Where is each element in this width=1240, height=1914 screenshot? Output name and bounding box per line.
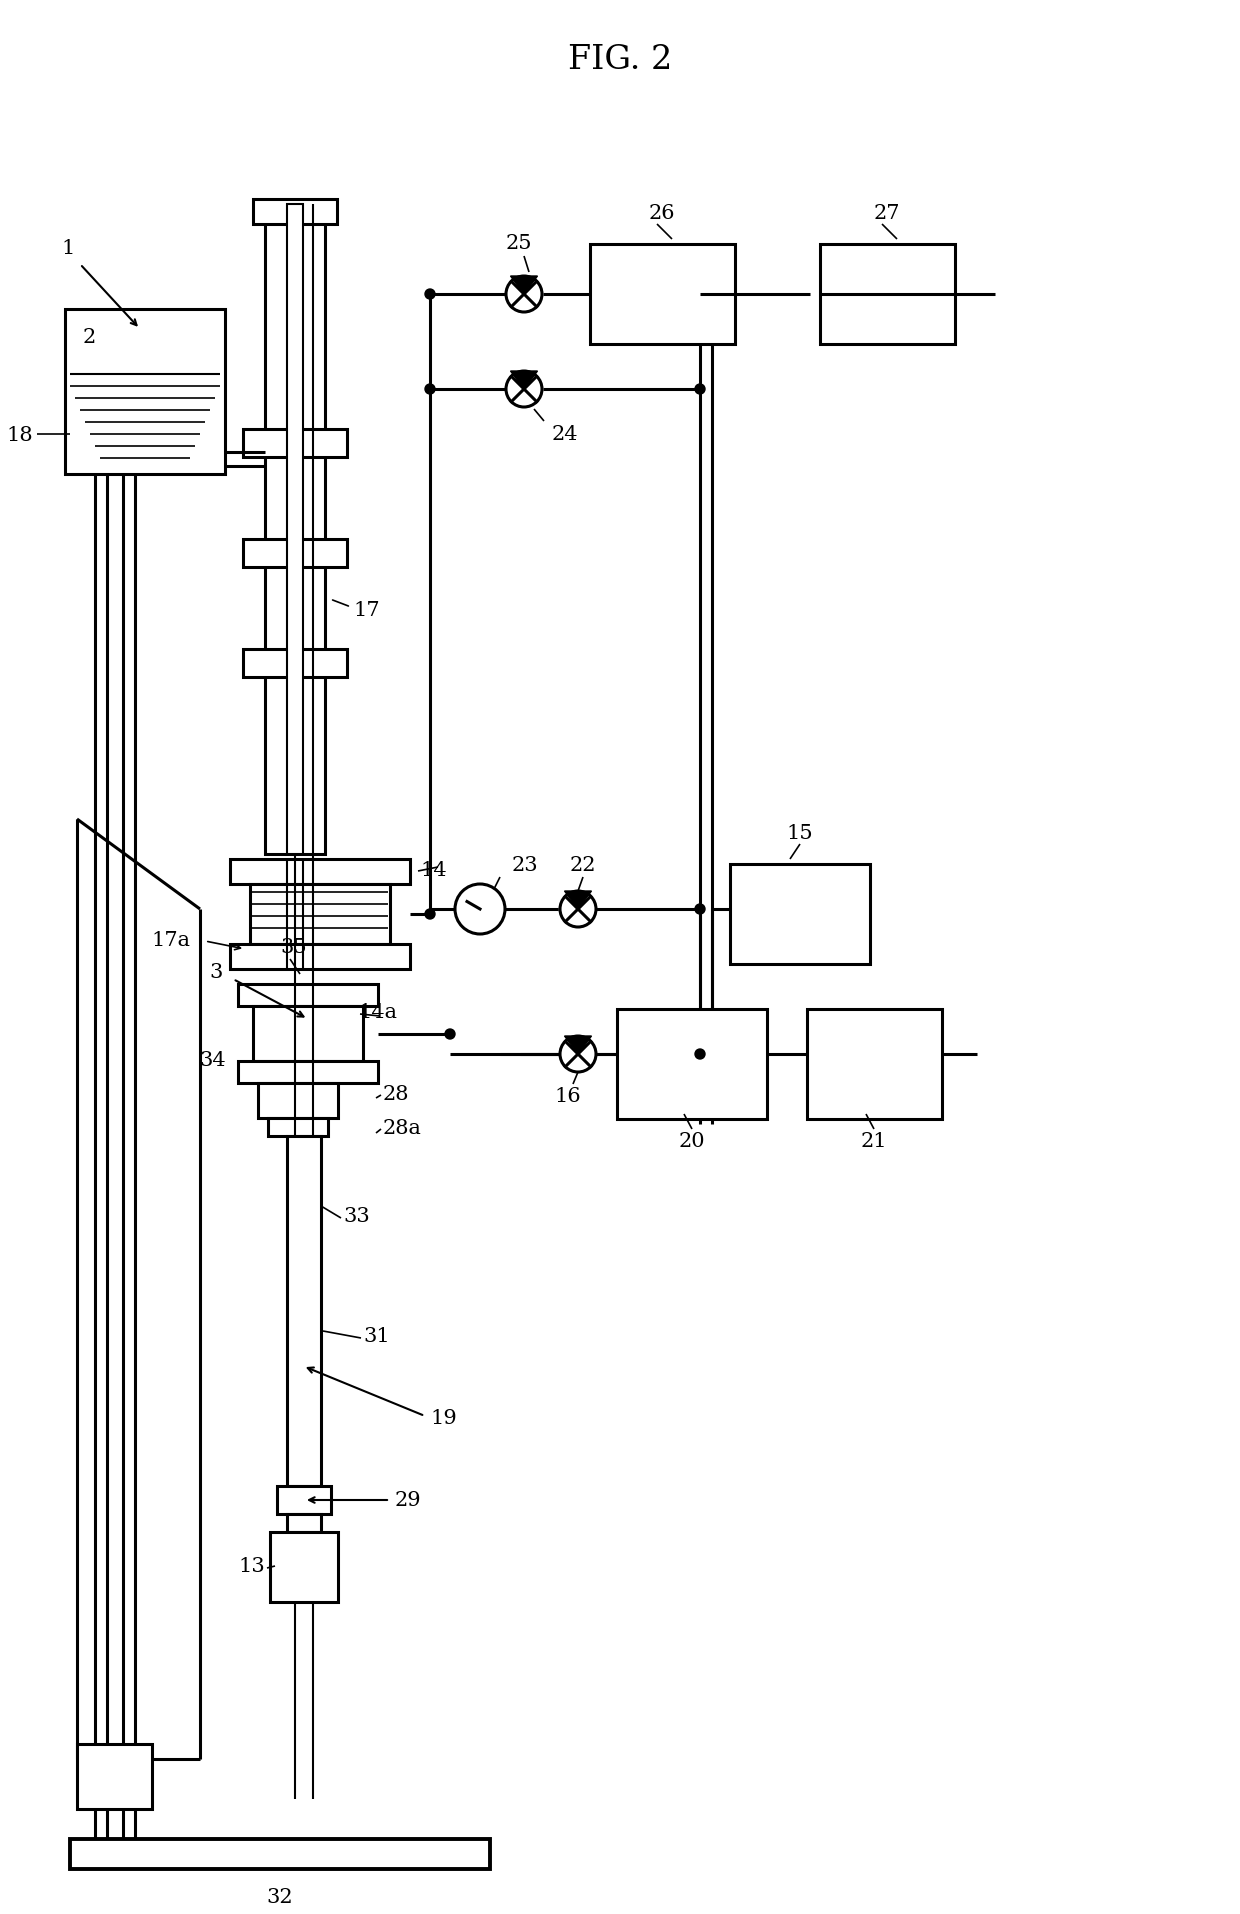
Circle shape xyxy=(694,1049,706,1060)
Circle shape xyxy=(425,289,435,300)
Circle shape xyxy=(445,1030,455,1039)
Bar xyxy=(64,310,224,475)
Text: 19: 19 xyxy=(430,1409,456,1428)
Polygon shape xyxy=(511,278,537,295)
Text: 1: 1 xyxy=(61,239,74,258)
Bar xyxy=(807,1009,942,1120)
Bar xyxy=(238,984,378,1007)
Polygon shape xyxy=(564,892,591,909)
Bar xyxy=(250,884,391,944)
Bar xyxy=(253,1007,363,1062)
Text: 28a: 28a xyxy=(383,1120,422,1139)
Text: 16: 16 xyxy=(554,1087,582,1106)
Text: 3: 3 xyxy=(210,963,223,982)
Text: 29: 29 xyxy=(396,1491,422,1510)
Text: 2: 2 xyxy=(83,327,97,346)
Circle shape xyxy=(694,385,706,394)
Bar xyxy=(590,245,735,345)
Bar xyxy=(268,1118,329,1137)
Circle shape xyxy=(425,909,435,919)
Polygon shape xyxy=(511,371,537,390)
Text: 24: 24 xyxy=(552,425,579,444)
Text: 26: 26 xyxy=(649,205,676,222)
Bar xyxy=(238,1062,378,1083)
Text: 34: 34 xyxy=(200,1051,226,1068)
Bar xyxy=(229,859,410,884)
Text: 35: 35 xyxy=(280,938,306,957)
Bar xyxy=(258,1083,339,1118)
Circle shape xyxy=(425,385,435,394)
Text: 22: 22 xyxy=(569,856,596,875)
Bar xyxy=(265,205,325,854)
Circle shape xyxy=(455,884,505,934)
Bar xyxy=(286,1137,321,1487)
Text: 28: 28 xyxy=(383,1083,409,1102)
Text: 21: 21 xyxy=(861,1131,888,1150)
Text: 14a: 14a xyxy=(358,1003,397,1022)
Bar xyxy=(820,245,955,345)
Text: 18: 18 xyxy=(6,425,33,444)
Text: 25: 25 xyxy=(506,234,532,253)
Circle shape xyxy=(506,371,542,408)
Circle shape xyxy=(560,892,596,928)
Bar xyxy=(69,1839,490,1870)
Bar xyxy=(277,1487,331,1514)
Bar xyxy=(243,649,347,678)
Polygon shape xyxy=(564,1037,591,1055)
Text: 14: 14 xyxy=(420,859,446,879)
Text: 23: 23 xyxy=(512,856,538,875)
Bar xyxy=(618,1009,768,1120)
Text: 17a: 17a xyxy=(151,930,190,949)
Text: 27: 27 xyxy=(874,205,900,222)
Circle shape xyxy=(560,1037,596,1072)
Text: 20: 20 xyxy=(678,1131,706,1150)
Text: 13: 13 xyxy=(238,1556,265,1575)
Circle shape xyxy=(694,905,706,915)
Bar xyxy=(270,1533,339,1602)
Bar xyxy=(229,944,410,970)
Bar xyxy=(253,199,337,224)
Bar xyxy=(286,1514,321,1533)
Bar xyxy=(77,1744,153,1809)
Bar xyxy=(286,205,303,854)
Bar xyxy=(243,431,347,457)
Text: 17: 17 xyxy=(353,601,379,618)
Bar xyxy=(243,540,347,568)
Bar xyxy=(730,865,870,965)
Text: 31: 31 xyxy=(363,1326,389,1346)
Text: 33: 33 xyxy=(343,1208,370,1225)
Circle shape xyxy=(506,278,542,312)
Text: 15: 15 xyxy=(786,823,813,842)
Text: 32: 32 xyxy=(267,1887,294,1906)
Text: FIG. 2: FIG. 2 xyxy=(568,44,672,77)
